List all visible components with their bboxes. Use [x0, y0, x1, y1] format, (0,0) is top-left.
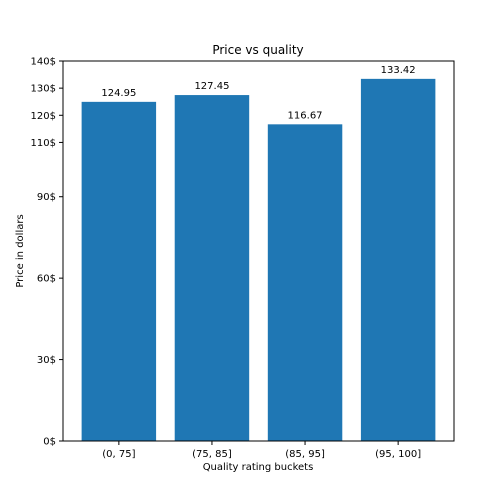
- chart-title: Price vs quality: [212, 43, 303, 57]
- data-label-3: 133.42: [381, 65, 416, 76]
- y-tick-label-0: 0$: [43, 437, 56, 448]
- y-axis-title: Price in dollars: [15, 214, 26, 287]
- y-tick-label-7: 140$: [31, 57, 56, 68]
- x-tick-label-2: (85, 95]: [285, 449, 325, 460]
- data-label-1: 127.45: [194, 81, 229, 92]
- y-tick-label-4: 110$: [31, 138, 56, 149]
- y-axis: 0$ 30$ 60$ 90$ 110$ 120$ 130$ 140$: [31, 57, 63, 448]
- plot-frame: [62, 60, 455, 442]
- bar-2: [267, 124, 343, 442]
- y-tick-label-1: 30$: [37, 355, 56, 366]
- x-axis-title: Quality rating buckets: [203, 462, 314, 473]
- x-tick-label-0: (0, 75]: [102, 449, 135, 460]
- bar-3: [360, 78, 436, 442]
- x-tick-label-3: (95, 100]: [375, 449, 421, 460]
- y-tick-label-6: 130$: [31, 84, 56, 95]
- y-tick-label-3: 90$: [37, 192, 56, 203]
- x-axis: (0, 75] (75, 85] (85, 95] (95, 100]: [102, 441, 421, 460]
- data-label-0: 124.95: [101, 88, 136, 99]
- y-tick-label-2: 60$: [37, 274, 56, 285]
- bars-layer: [81, 78, 436, 442]
- bar-1: [174, 95, 250, 442]
- data-labels-layer: 124.95 127.45 116.67 133.42: [101, 65, 415, 121]
- x-tick-label-1: (75, 85]: [192, 449, 232, 460]
- data-label-2: 116.67: [288, 110, 323, 121]
- y-tick-label-5: 120$: [31, 111, 56, 122]
- bar-0: [81, 101, 157, 441]
